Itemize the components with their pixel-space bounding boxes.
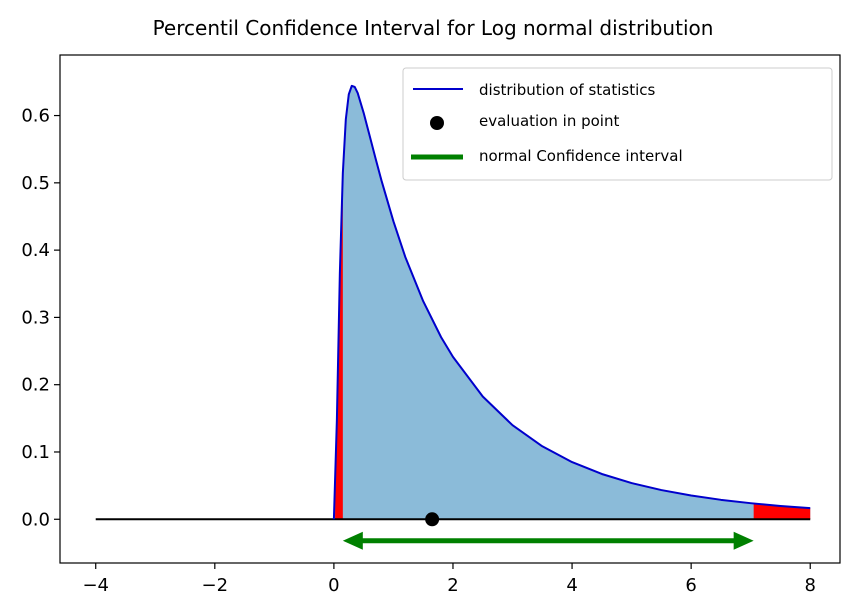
axes-frame (59, 54, 841, 564)
y-tick-label: 0.0 (21, 509, 50, 530)
x-tick-label: 4 (566, 575, 577, 596)
axes: −4 −2 0 2 4 6 8 0.0 0.1 0.2 0.3 0.4 0.5 0.6 (21, 54, 841, 596)
distribution-curve (332, 84, 811, 520)
y-tick-label: 0.2 (21, 375, 50, 396)
x-tick-label: 8 (805, 575, 816, 596)
y-tick-label: 0.6 (21, 106, 50, 127)
y-tick-label: 0.1 (21, 442, 50, 463)
y-tick-label: 0.5 (21, 173, 50, 194)
evaluation-point (425, 512, 440, 527)
arrow-right-head (733, 531, 754, 550)
y-tick-label: 0.4 (21, 240, 50, 261)
legend: distribution of statistics evaluation in … (402, 67, 833, 181)
plot-area (95, 84, 811, 550)
legend-box (402, 67, 833, 181)
x-tick-label: 6 (685, 575, 696, 596)
x-tick-label: 0 (328, 575, 339, 596)
x-tick-label: 2 (447, 575, 458, 596)
x-tick-label: −2 (202, 575, 229, 596)
legend-swatch-point (430, 116, 444, 130)
arrow-left-head (342, 531, 363, 550)
legend-label: evaluation in point (479, 112, 619, 130)
legend-label: distribution of statistics (479, 81, 656, 99)
x-tick-label: −4 (82, 575, 109, 596)
chart-title: Percentil Confidence Interval for Log no… (153, 16, 714, 40)
legend-label: normal Confidence interval (479, 147, 683, 165)
y-tick-label: 0.3 (21, 307, 50, 328)
area-fill (333, 85, 811, 520)
